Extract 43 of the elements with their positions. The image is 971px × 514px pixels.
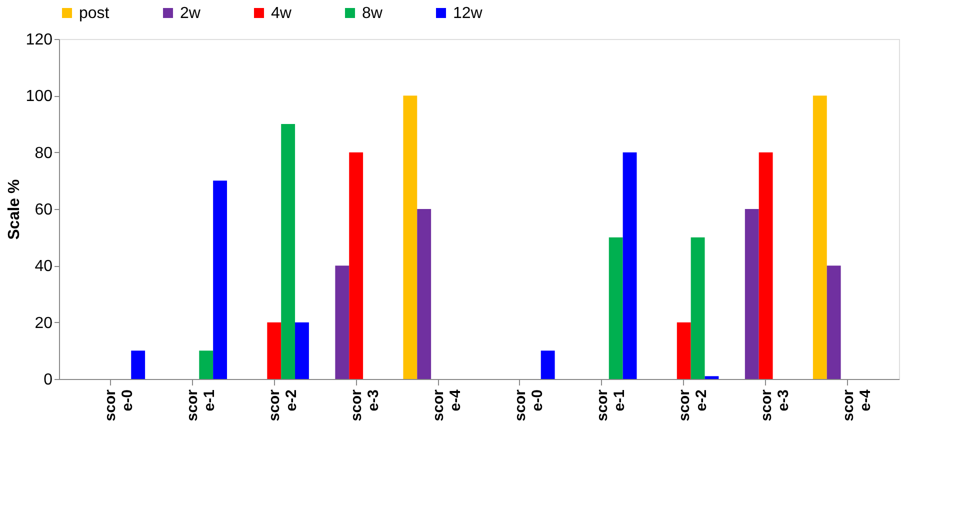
bar xyxy=(540,350,555,379)
y-axis-title: Scale % xyxy=(6,179,23,240)
bar xyxy=(349,152,364,379)
bar xyxy=(199,350,214,379)
x-tick-label: score-4 xyxy=(430,388,464,422)
bar xyxy=(213,180,227,379)
x-tick-label: score-3 xyxy=(348,389,382,422)
y-tick-label: 60 xyxy=(34,202,53,218)
y-tick-label: 100 xyxy=(26,88,53,106)
legend-label: 2w xyxy=(180,5,201,22)
bar xyxy=(690,237,705,379)
legend-label: 12w xyxy=(453,5,483,22)
bar xyxy=(704,376,719,379)
bar xyxy=(812,96,827,379)
bar xyxy=(676,322,691,379)
x-tick-label: score-4 xyxy=(840,388,874,422)
legend-label: 8w xyxy=(362,5,383,22)
bar xyxy=(826,266,841,379)
y-tick-label: 120 xyxy=(26,32,53,48)
y-tick-label: 0 xyxy=(44,372,53,388)
bar xyxy=(281,124,296,379)
bar xyxy=(295,322,309,379)
bar xyxy=(417,209,432,379)
x-tick-label: score-1 xyxy=(594,389,628,422)
bar xyxy=(622,152,637,379)
x-tick-label: score-2 xyxy=(676,389,710,422)
bar xyxy=(403,96,418,379)
bar xyxy=(335,266,350,379)
x-tick-label: score-0 xyxy=(512,389,546,422)
x-tick-label: score-0 xyxy=(102,389,136,422)
x-tick-label: score-3 xyxy=(758,389,792,422)
y-tick-label: 80 xyxy=(34,144,53,162)
x-tick-label: score-2 xyxy=(266,389,300,422)
y-tick-label: 40 xyxy=(34,258,53,276)
bar xyxy=(267,322,282,379)
bar xyxy=(608,237,623,379)
x-tick-label: score-1 xyxy=(184,389,218,422)
bar xyxy=(744,209,759,379)
legend-label: 4w xyxy=(271,5,292,22)
legend-label: post xyxy=(79,5,110,22)
y-tick-label: 20 xyxy=(34,314,53,332)
bar xyxy=(758,152,773,379)
bar xyxy=(131,350,146,379)
